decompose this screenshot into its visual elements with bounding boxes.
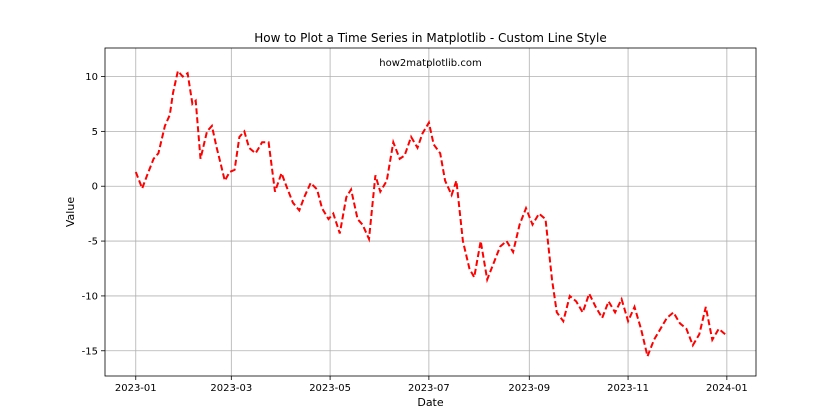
x-axis-label: Date xyxy=(417,396,444,409)
x-tick-label: 2023-03 xyxy=(210,383,252,394)
y-axis: 10 5 0 -5 -10 -15 xyxy=(82,72,105,357)
y-tick-label: -5 xyxy=(88,237,98,248)
x-tick-label: 2024-01 xyxy=(706,383,748,394)
x-tick-label: 2023-09 xyxy=(508,383,550,394)
x-tick-label: 2023-01 xyxy=(115,383,157,394)
gridlines xyxy=(105,48,756,376)
watermark-annotation: how2matplotlib.com xyxy=(379,58,481,69)
plot-area-frame xyxy=(104,47,757,377)
y-tick-label: 0 xyxy=(92,182,98,193)
x-axis: 2023-01 2023-03 2023-05 2023-07 2023-09 2023-… xyxy=(115,376,748,394)
chart-title: How to Plot a Time Series in Matplotlib … xyxy=(254,31,607,45)
x-tick-label: 2023-11 xyxy=(607,383,649,394)
y-tick-label: 5 xyxy=(92,127,98,138)
x-tick-label: 2023-07 xyxy=(408,383,450,394)
x-tick-label: 2023-05 xyxy=(309,383,351,394)
y-tick-label: -10 xyxy=(82,291,98,302)
y-tick-label: -15 xyxy=(82,346,98,357)
y-axis-label: Value xyxy=(64,197,77,227)
y-tick-label: 10 xyxy=(85,72,98,83)
series-line xyxy=(134,68,726,360)
